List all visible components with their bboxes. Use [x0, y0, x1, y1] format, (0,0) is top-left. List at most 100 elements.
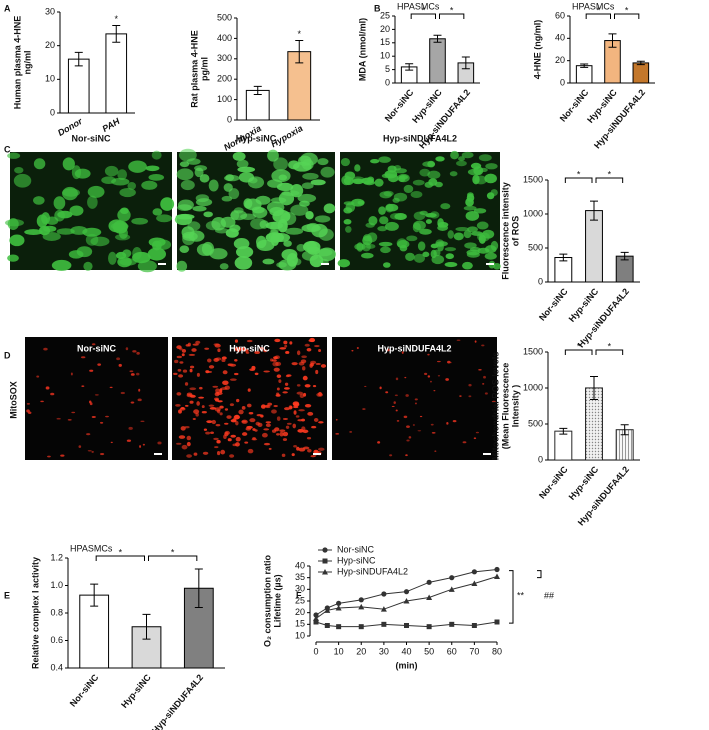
cell — [455, 226, 470, 232]
cell — [484, 392, 488, 395]
cell — [249, 418, 256, 423]
cell — [377, 225, 388, 232]
cell — [221, 195, 233, 202]
cell — [108, 219, 126, 233]
cell — [216, 439, 221, 444]
cell — [483, 375, 486, 379]
cell — [187, 221, 201, 231]
cell — [203, 211, 213, 218]
cell — [186, 435, 192, 441]
cell — [186, 158, 201, 165]
cell — [437, 224, 449, 231]
cell — [179, 245, 190, 253]
significance: * — [297, 29, 301, 39]
error-bar — [194, 568, 203, 608]
y-tick-label: 25 — [380, 10, 390, 20]
cell — [238, 172, 255, 183]
cell — [202, 451, 209, 455]
cell — [274, 338, 281, 343]
cell — [455, 160, 467, 167]
cell — [81, 385, 85, 387]
cell — [208, 404, 215, 407]
cell — [315, 362, 321, 365]
cell — [221, 358, 226, 363]
error-bar — [608, 33, 617, 48]
cell — [311, 425, 317, 429]
y-tick-label: 0 — [50, 107, 55, 117]
cell — [378, 241, 393, 247]
cell — [91, 343, 96, 346]
cell — [230, 419, 237, 423]
cell — [217, 400, 223, 403]
cell — [233, 237, 250, 250]
cell — [485, 245, 497, 254]
cell — [71, 411, 76, 414]
cell — [413, 253, 425, 263]
cell — [155, 239, 172, 250]
cell — [486, 192, 495, 200]
cell — [178, 409, 182, 414]
cell — [285, 425, 290, 429]
cell — [195, 194, 210, 203]
cell — [463, 205, 477, 211]
series-line — [315, 569, 498, 616]
image-label: Nor-siNC — [71, 133, 111, 143]
y-tick-label: 20 — [380, 24, 390, 34]
cell — [396, 420, 400, 422]
cell — [174, 359, 179, 364]
cell — [201, 241, 215, 256]
cell — [404, 376, 407, 379]
cell — [265, 421, 272, 424]
cell — [89, 369, 94, 372]
cell — [230, 209, 240, 221]
cell — [87, 450, 92, 452]
bracket — [595, 349, 624, 355]
cell — [433, 390, 436, 392]
cell — [343, 201, 355, 206]
y-tick-label: 1000 — [523, 208, 543, 218]
panel-letter: B — [374, 3, 381, 13]
cell — [129, 370, 134, 373]
cell — [412, 424, 415, 426]
cell — [414, 402, 417, 405]
cell — [468, 395, 472, 398]
cell — [431, 432, 436, 434]
cell — [419, 210, 428, 215]
cell — [273, 356, 278, 360]
cell — [109, 386, 113, 389]
cell — [255, 421, 261, 426]
cell — [291, 362, 298, 366]
series-line — [315, 576, 498, 619]
y-tick-label: 0.6 — [50, 635, 63, 645]
cell — [313, 418, 319, 423]
cell — [222, 370, 228, 375]
cell — [310, 455, 316, 458]
cell — [209, 248, 228, 260]
cell — [246, 339, 253, 343]
cell — [380, 246, 391, 254]
cell — [147, 247, 166, 261]
cell — [482, 382, 485, 385]
x-tick-label: 40 — [401, 646, 411, 656]
cell — [315, 369, 319, 375]
cell — [382, 262, 391, 268]
cell — [468, 383, 472, 387]
cell — [223, 434, 227, 440]
cell — [293, 410, 297, 415]
cell — [233, 414, 241, 420]
cell — [195, 340, 201, 344]
bar — [79, 594, 110, 669]
panel-letter: A — [4, 3, 11, 13]
cell — [91, 416, 96, 418]
cell — [263, 370, 270, 373]
cell — [179, 161, 190, 168]
cell — [208, 365, 215, 369]
cell — [36, 375, 40, 378]
cell — [247, 388, 251, 392]
cell — [156, 214, 173, 223]
y-axis-label: 4-HNE (ng/ml) — [532, 20, 542, 80]
cell — [214, 357, 222, 361]
bar — [429, 38, 446, 84]
cell — [456, 339, 461, 341]
cell — [463, 230, 472, 239]
